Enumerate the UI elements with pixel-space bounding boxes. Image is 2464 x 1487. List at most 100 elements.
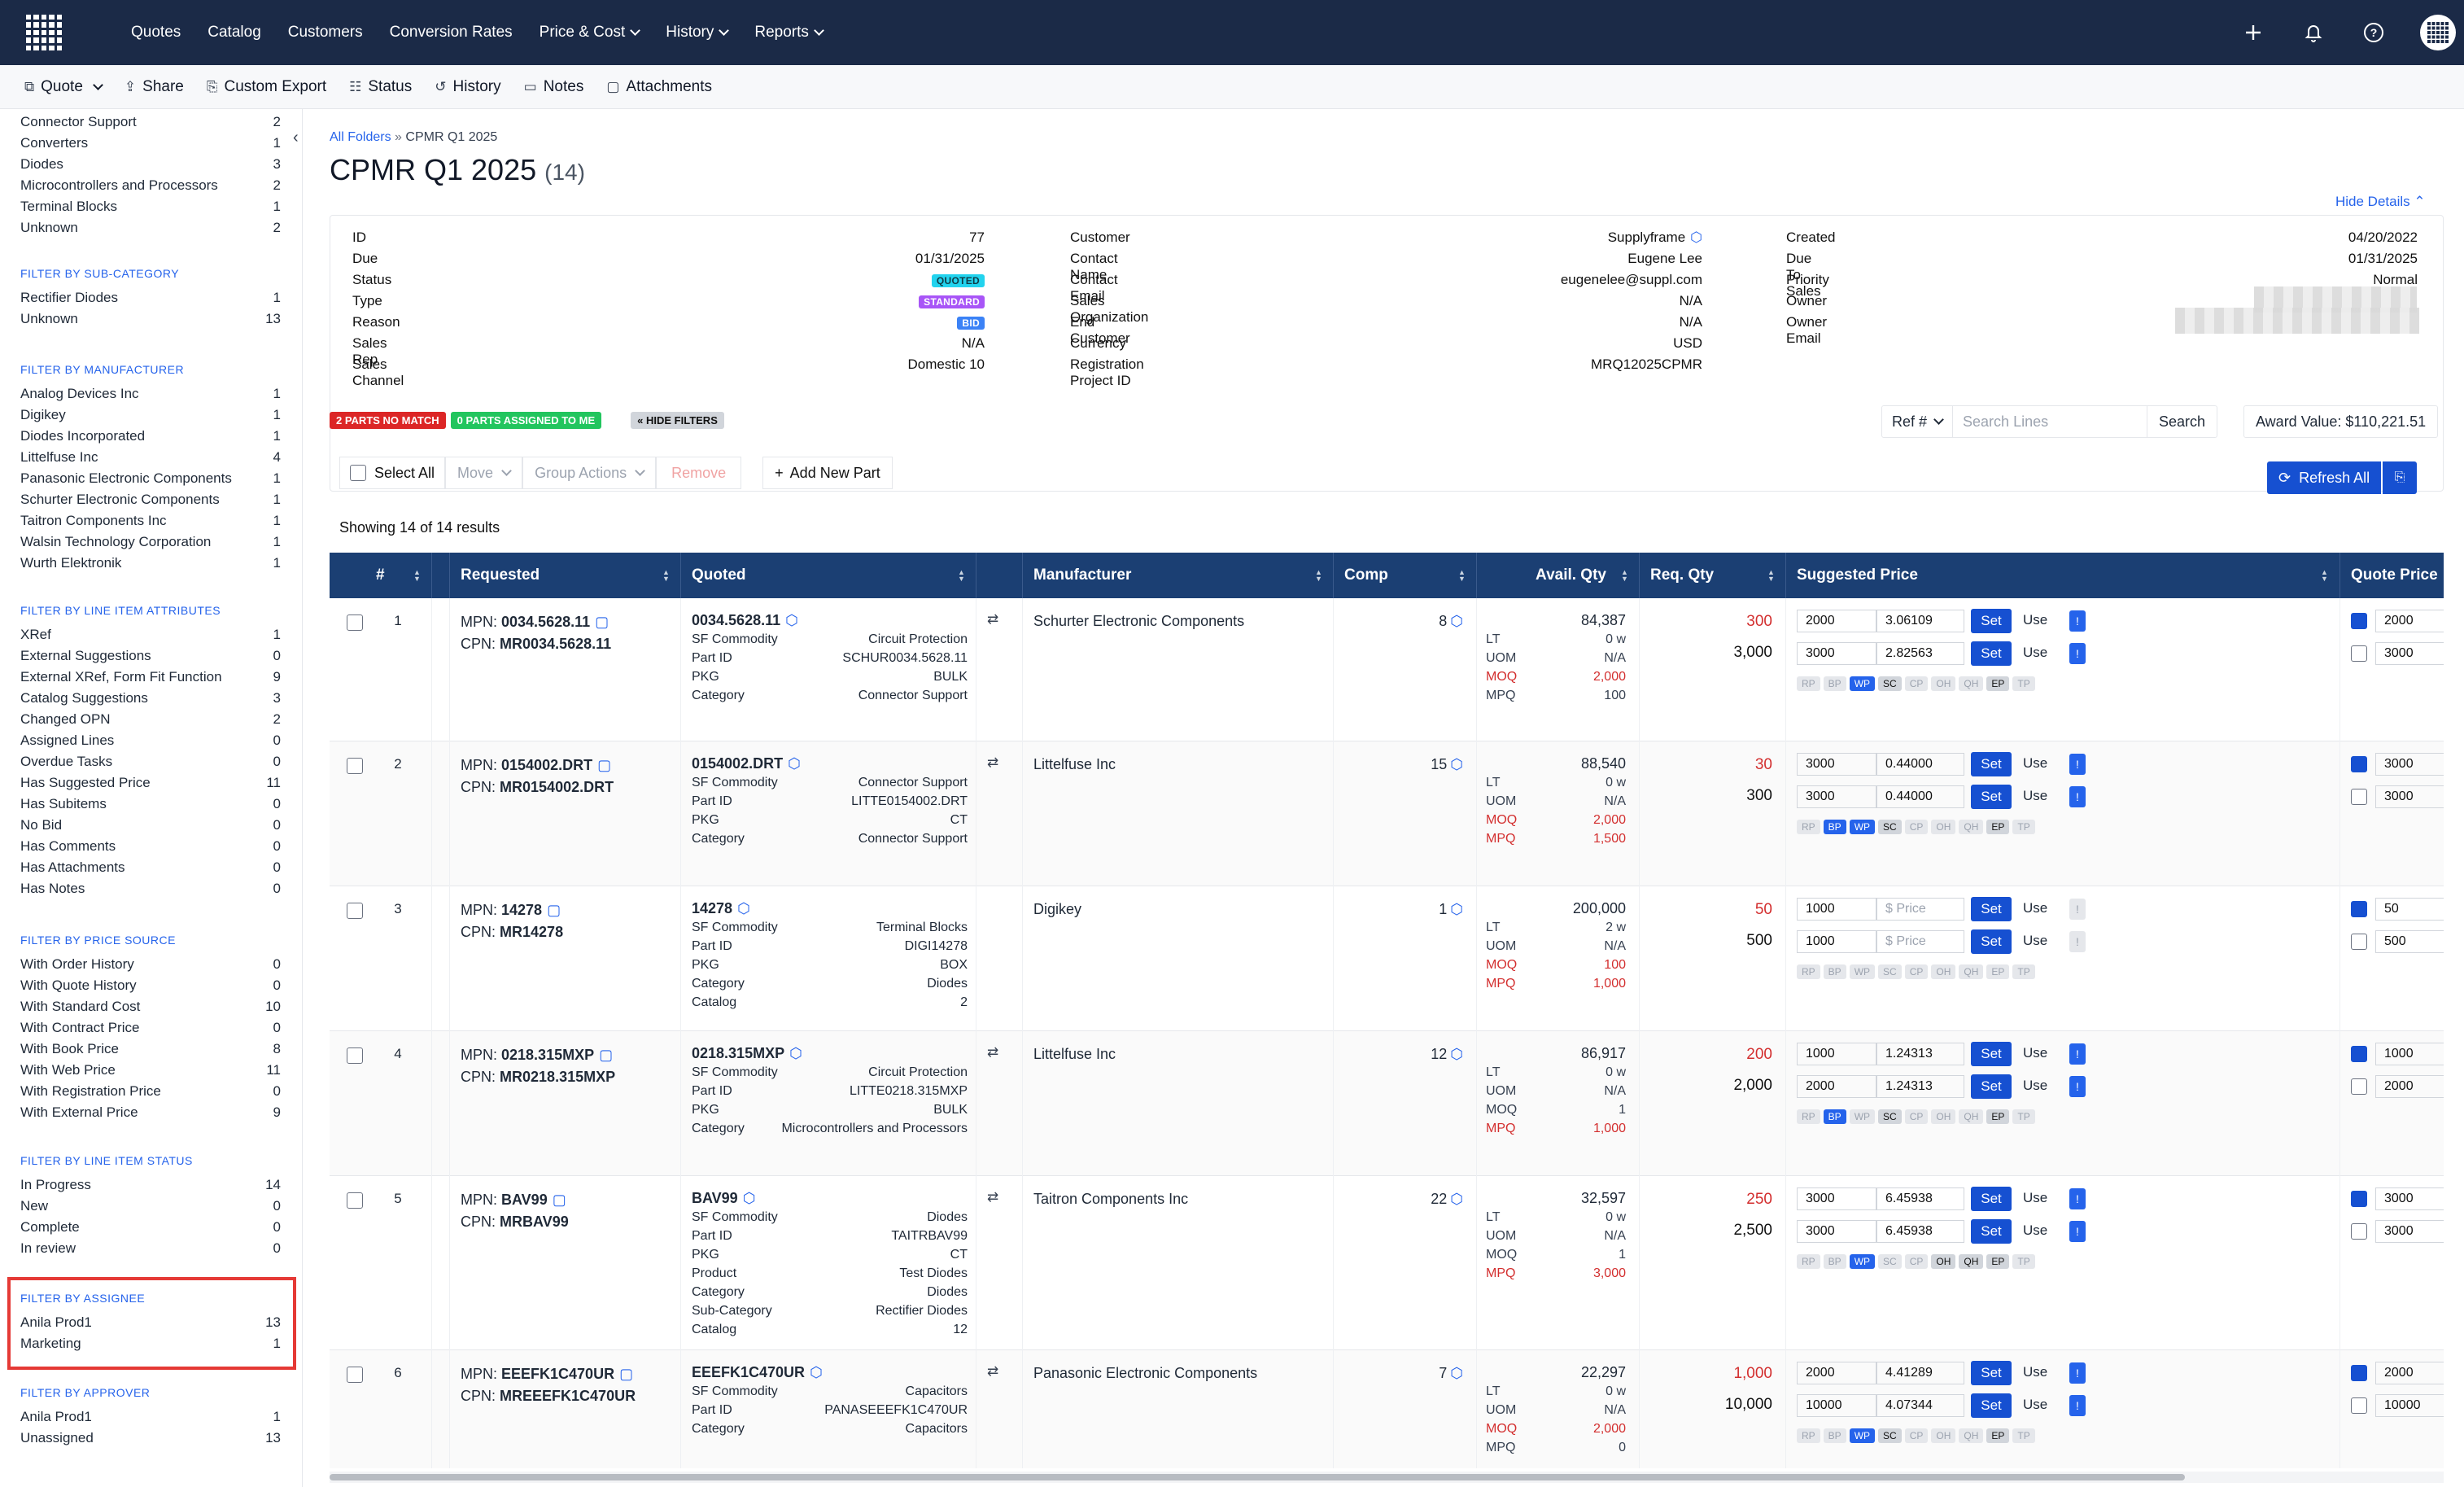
alert-icon[interactable]: ! (2069, 1043, 2086, 1065)
chip-qh[interactable]: QH (1959, 1428, 1984, 1443)
filter-item[interactable]: Changed OPN 2 (20, 711, 281, 728)
row-checkbox[interactable] (347, 1192, 363, 1209)
chip-qh[interactable]: QH (1959, 1109, 1984, 1124)
filter-item[interactable]: Marketing 1 (20, 1336, 281, 1352)
column-header-avail-qty[interactable]: Avail. Qty ▲ ▼ (1476, 553, 1639, 598)
filter-item[interactable]: Unknown 13 (20, 311, 281, 327)
nav-customers[interactable]: Customers (288, 24, 363, 42)
filter-item[interactable]: Converters 1 (20, 135, 281, 151)
quote-qty-input[interactable]: 3000 (2375, 642, 2444, 665)
nav-conversion-rates[interactable]: Conversion Rates (390, 24, 513, 42)
use-button[interactable]: Use (2023, 612, 2048, 628)
chip-tp[interactable]: TP (2012, 1428, 2035, 1443)
filter-item[interactable]: With Book Price 8 (20, 1041, 281, 1057)
suggested-qty-input[interactable]: 2000 (1797, 1075, 1876, 1098)
nav-catalog[interactable]: Catalog (208, 24, 261, 42)
suggested-price-input[interactable]: $ Price (1876, 898, 1964, 921)
filter-item[interactable]: Rectifier Diodes 1 (20, 290, 281, 306)
toolbar-attachments[interactable]: ▢ Attachments (606, 78, 712, 96)
mpn-value[interactable]: 14278 (501, 902, 543, 918)
chip-bp[interactable]: BP (1823, 676, 1846, 691)
suggested-price-input[interactable]: 3.06109 (1876, 610, 1964, 632)
quote-select-checkbox[interactable] (2351, 613, 2367, 629)
chip-bp[interactable]: BP (1823, 1428, 1846, 1443)
use-button[interactable]: Use (2023, 1045, 2048, 1061)
use-button[interactable]: Use (2023, 1397, 2048, 1412)
column-header-requested[interactable]: Requested ▲ ▼ (449, 553, 680, 598)
folder-icon[interactable]: ▢ (552, 1192, 566, 1208)
suggested-qty-input[interactable]: 2000 (1797, 1362, 1876, 1384)
chip-wp[interactable]: WP (1849, 820, 1876, 834)
breadcrumb-root-link[interactable]: All Folders (330, 130, 391, 144)
quote-select-checkbox[interactable] (2351, 789, 2367, 805)
quote-select-checkbox[interactable] (2351, 1223, 2367, 1240)
suggested-qty-input[interactable]: 3000 (1797, 785, 1876, 808)
filter-item[interactable]: Schurter Electronic Components 1 (20, 492, 281, 508)
suggested-price-input[interactable]: 1.24313 (1876, 1075, 1964, 1098)
filter-item[interactable]: Has Comments 0 (20, 838, 281, 855)
chip-ep[interactable]: EP (1986, 820, 2010, 834)
chip-cp[interactable]: CP (1904, 676, 1929, 691)
filter-item[interactable]: With Quote History 0 (20, 977, 281, 994)
suggested-qty-input[interactable]: 1000 (1797, 898, 1876, 921)
toolbar-custom-export[interactable]: ⎘ Custom Export (207, 78, 326, 96)
column-header-manufacturer[interactable]: Manufacturer ▲ ▼ (1022, 553, 1333, 598)
comp-count[interactable]: 22 ⬡ (1333, 1191, 1463, 1208)
quote-select-checkbox[interactable] (2351, 901, 2367, 917)
chip-qh[interactable]: QH (1959, 820, 1984, 834)
chip-rp[interactable]: RP (1797, 964, 1820, 979)
chip-oh[interactable]: OH (1931, 1428, 1956, 1443)
move-dropdown[interactable]: Move (445, 457, 523, 489)
quote-qty-input[interactable]: 2000 (2375, 1362, 2444, 1384)
suggested-qty-input[interactable]: 1000 (1797, 930, 1876, 953)
folder-icon[interactable]: ▢ (595, 614, 609, 630)
suggested-qty-input[interactable]: 3000 (1797, 1187, 1876, 1210)
chip-oh[interactable]: OH (1931, 1109, 1956, 1124)
quoted-mpn[interactable]: 14278 ⬡ (692, 899, 968, 918)
filter-item[interactable]: Walsin Technology Corporation 1 (20, 534, 281, 550)
select-all-checkbox[interactable] (350, 465, 366, 481)
mpn-value[interactable]: 0034.5628.11 (501, 614, 591, 630)
chip-tp[interactable]: TP (2012, 964, 2035, 979)
chip-wp[interactable]: WP (1849, 964, 1876, 979)
use-button[interactable]: Use (2023, 1222, 2048, 1238)
set-suggested-button[interactable]: Set (1971, 897, 2012, 921)
filter-item[interactable]: Has Attachments 0 (20, 859, 281, 876)
filter-item[interactable]: Panasonic Electronic Components 1 (20, 470, 281, 487)
filter-item[interactable]: Terminal Blocks 1 (20, 199, 281, 215)
export-refresh-icon[interactable]: ⎘ (2383, 461, 2418, 494)
quote-qty-input[interactable]: 500 (2375, 930, 2444, 953)
chip-wp[interactable]: WP (1849, 676, 1876, 691)
group-actions-dropdown[interactable]: Group Actions (522, 457, 657, 489)
horizontal-scrollbar[interactable] (330, 1472, 2444, 1483)
filter-item[interactable]: With External Price 9 (20, 1104, 281, 1121)
filter-item[interactable]: Diodes Incorporated 1 (20, 428, 281, 444)
suggested-price-input[interactable]: 4.41289 (1876, 1362, 1964, 1384)
quoted-mpn[interactable]: 0154002.DRT ⬡ (692, 754, 968, 773)
xref-icon[interactable]: ⇄ (987, 1189, 999, 1205)
use-button[interactable]: Use (2023, 900, 2048, 916)
suggested-price-input[interactable]: 0.44000 (1876, 785, 1964, 808)
chip-oh[interactable]: OH (1931, 676, 1956, 691)
column-header-#[interactable]: # ▲ ▼ (365, 553, 431, 598)
hide-details-link[interactable]: Hide Details ⌃ (2335, 194, 2426, 210)
suggested-qty-input[interactable]: 3000 (1797, 753, 1876, 776)
toolbar-status[interactable]: ☷ Status (349, 78, 412, 96)
comp-count[interactable]: 15 ⬡ (1333, 756, 1463, 773)
chip-ep[interactable]: EP (1986, 1254, 2010, 1269)
alert-icon[interactable]: ! (2069, 1076, 2086, 1097)
filter-item[interactable]: External Suggestions 0 (20, 648, 281, 664)
set-suggested-button[interactable]: Set (1971, 1393, 2012, 1418)
xref-icon[interactable]: ⇄ (987, 1363, 999, 1379)
mpn-value[interactable]: BAV99 (501, 1192, 548, 1208)
quoted-mpn[interactable]: BAV99 ⬡ (692, 1189, 968, 1208)
set-suggested-button[interactable]: Set (1971, 785, 2012, 809)
chip-cp[interactable]: CP (1904, 820, 1929, 834)
chip-tp[interactable]: TP (2012, 1109, 2035, 1124)
filter-item[interactable]: External XRef, Form Fit Function 9 (20, 669, 281, 685)
quote-select-checkbox[interactable] (2351, 645, 2367, 662)
filter-item[interactable]: In Progress 14 (20, 1177, 281, 1193)
column-header-req-qty[interactable]: Req. Qty ▲ ▼ (1639, 553, 1785, 598)
alert-icon[interactable]: ! (2069, 1221, 2086, 1242)
set-suggested-button[interactable]: Set (1971, 1042, 2012, 1066)
